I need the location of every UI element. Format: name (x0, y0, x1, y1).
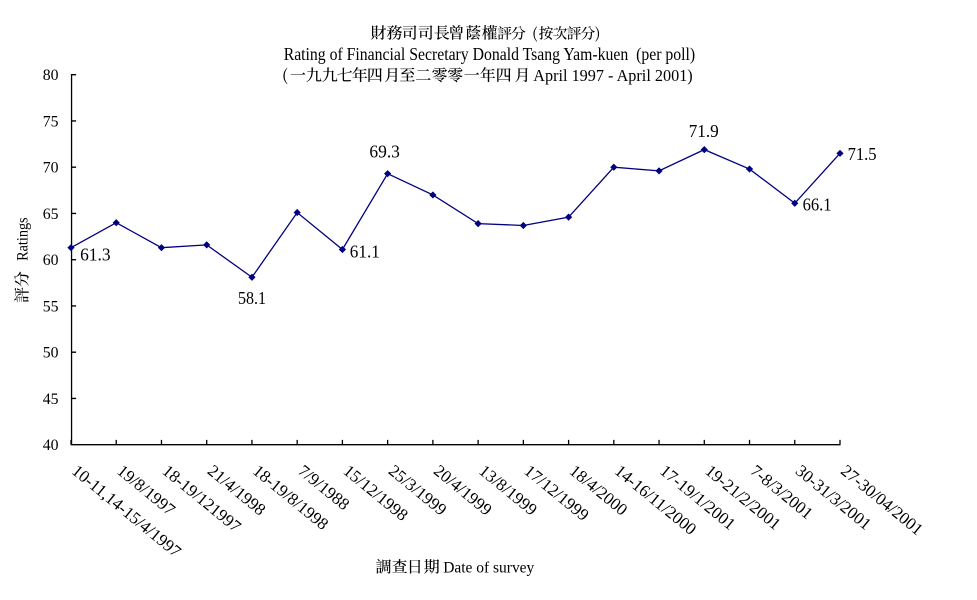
svg-text:55: 55 (43, 298, 59, 315)
svg-text:66.1: 66.1 (803, 194, 832, 214)
svg-text:80: 80 (43, 67, 59, 84)
svg-text:70: 70 (43, 160, 59, 177)
svg-text:Ratings: Ratings (15, 217, 32, 261)
svg-text:April 1997 - April 2001): April 1997 - April 2001) (533, 66, 692, 85)
svg-text:58.1: 58.1 (238, 288, 266, 308)
svg-text:45: 45 (43, 391, 59, 408)
svg-text:75: 75 (43, 113, 59, 130)
svg-text:71.5: 71.5 (848, 144, 877, 164)
svg-text:50: 50 (43, 345, 59, 362)
svg-text:Date of survey: Date of survey (443, 559, 534, 576)
svg-text:61.3: 61.3 (80, 245, 111, 265)
svg-text:Rating of Financial Secretary: Rating of Financial Secretary Donald Tsa… (284, 44, 696, 64)
svg-text:71.9: 71.9 (689, 121, 719, 141)
svg-text:65: 65 (43, 206, 59, 223)
svg-text:40: 40 (43, 437, 59, 454)
svg-text:61.1: 61.1 (350, 241, 380, 261)
svg-text:69.3: 69.3 (369, 142, 400, 162)
svg-text:60: 60 (43, 252, 59, 269)
